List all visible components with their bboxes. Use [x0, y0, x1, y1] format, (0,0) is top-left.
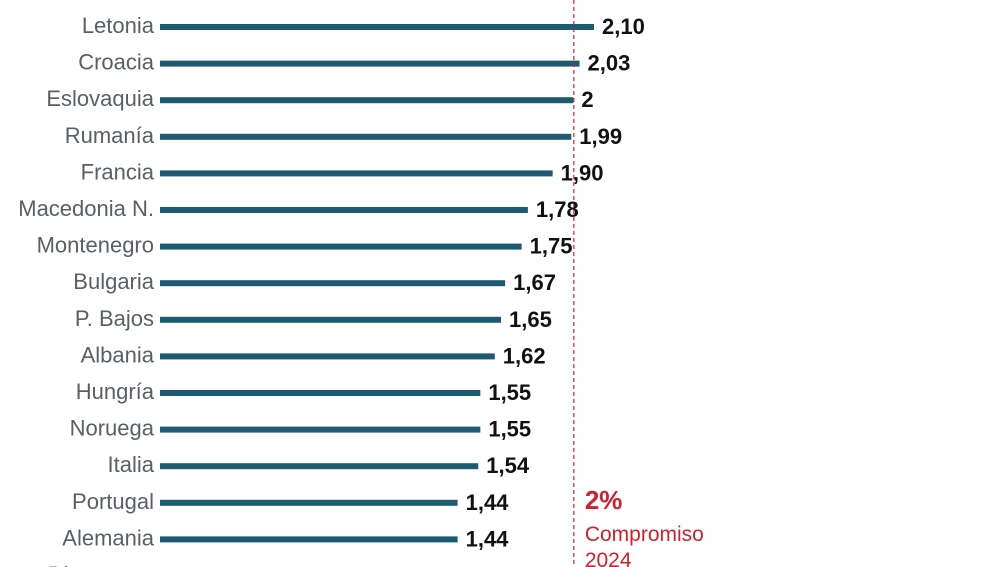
bar-5	[160, 207, 528, 213]
value-label: 1,65	[509, 307, 552, 332]
category-label: Bulgaria	[73, 269, 154, 294]
category-label: Croacia	[78, 50, 155, 75]
category-label: Albania	[81, 342, 155, 367]
target-note-line-1: Compromiso	[585, 523, 704, 546]
bar-0	[160, 24, 594, 30]
value-label: 1,99	[579, 124, 622, 149]
target-percent-label: 2%	[585, 485, 623, 515]
category-label: Portugal	[72, 489, 154, 514]
bar-14	[160, 536, 458, 543]
category-label: Letonia	[82, 13, 155, 38]
category-label: Dinamarca	[48, 562, 155, 567]
value-label: 1,44	[466, 526, 510, 551]
bar-3	[160, 133, 572, 140]
bar-9	[160, 353, 495, 360]
value-label: 1,38	[453, 563, 496, 567]
category-label: Macedonia N.	[18, 196, 154, 221]
bar-2	[160, 97, 574, 104]
bar-8	[160, 316, 501, 323]
value-label: 2,10	[602, 14, 645, 39]
target-note-line-2: 2024	[585, 549, 632, 567]
bar-12	[160, 463, 479, 470]
bar-10	[160, 390, 481, 396]
category-label: Eslovaquia	[46, 86, 154, 111]
category-label: Rumanía	[65, 123, 155, 148]
value-label: 2,03	[588, 51, 631, 76]
value-label: 1,90	[561, 160, 604, 185]
value-label: 2	[581, 87, 593, 112]
category-label: Hungría	[76, 379, 155, 404]
value-label: 1,67	[513, 270, 556, 295]
bars-layer	[160, 24, 594, 543]
category-label: Italia	[108, 452, 155, 477]
category-label: Noruega	[70, 416, 155, 441]
bar-11	[160, 426, 481, 433]
category-label: Alemania	[62, 525, 154, 550]
value-label: 1,78	[536, 197, 579, 222]
category-label: Francia	[81, 159, 155, 184]
value-label: 1,55	[488, 417, 531, 442]
bar-1	[160, 60, 580, 67]
labels-layer: Letonia 2,10 Croacia 2,03 Eslovaquia 2 Rumanía…	[18, 13, 645, 567]
category-label: P. Bajos	[75, 306, 154, 331]
value-label: 1,62	[503, 343, 546, 368]
value-label: 1,54	[486, 453, 530, 478]
value-label: 1,44	[466, 490, 510, 515]
bar-13	[160, 499, 458, 506]
value-label: 1,55	[488, 380, 531, 405]
bar-7	[160, 280, 506, 287]
value-label: 1,75	[530, 234, 573, 259]
bar-4	[160, 170, 553, 177]
bar-6	[160, 243, 522, 250]
category-label: Montenegro	[37, 233, 154, 258]
